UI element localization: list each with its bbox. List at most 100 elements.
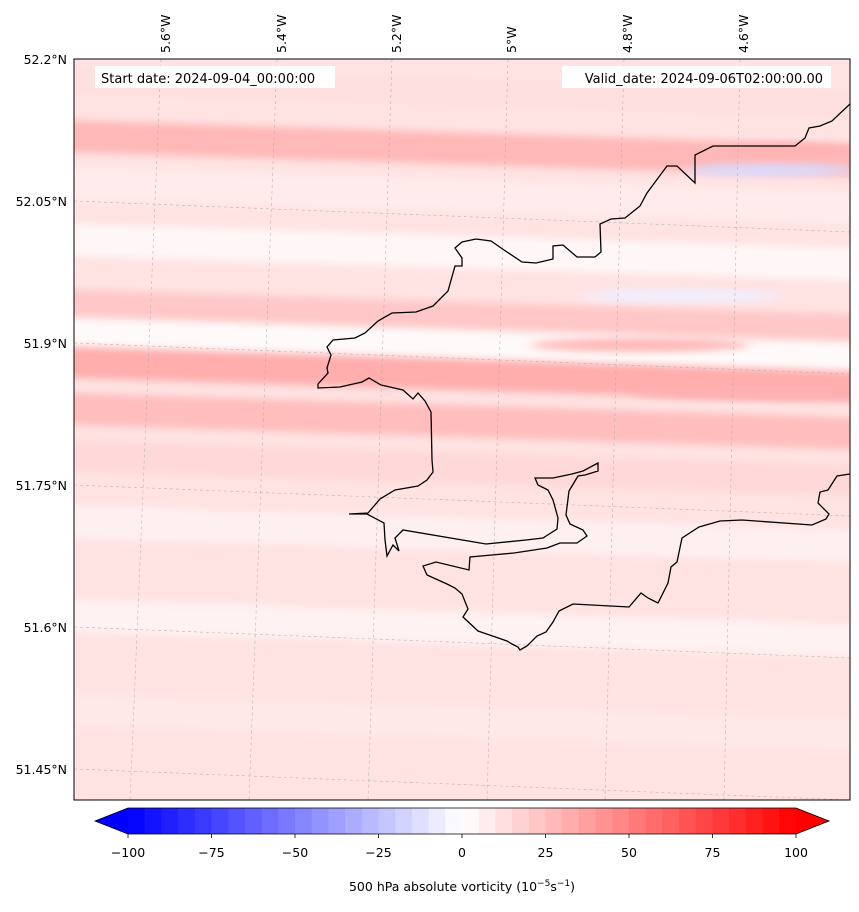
- colorbar-cell: [629, 808, 647, 834]
- cb-tick-label: −25: [365, 845, 391, 860]
- colorbar-tick-labels: −100 −75 −50 −25 0 25 50 75 100: [111, 845, 808, 860]
- colorbar-cell: [345, 808, 363, 834]
- colorbar-extend-high: [796, 808, 829, 834]
- start-date-box: [95, 66, 335, 88]
- colorbar-cell: [662, 808, 680, 834]
- colorbar-cell: [261, 808, 279, 834]
- colorbar-cell: [395, 808, 413, 834]
- colorbar-cell: [528, 808, 547, 834]
- cb-tick-label: 100: [784, 845, 808, 860]
- colorbar-cell: [462, 808, 480, 834]
- map-frame: [73, 58, 851, 801]
- colorbar-extend-low: [95, 808, 128, 834]
- colorbar-cell: [278, 808, 296, 834]
- colorbar-ticks: [127, 834, 797, 838]
- colorbar-cell: [478, 808, 496, 834]
- vorticity-band: [74, 316, 850, 376]
- colorbar: −100 −75 −50 −25 0 25 50 75 100 500 hPa …: [93, 807, 831, 894]
- colorbar-cell: [495, 808, 513, 834]
- colorbar-cell: [729, 808, 747, 834]
- lat-label: 52.2°N: [24, 52, 67, 67]
- colorbar-cell: [211, 808, 229, 834]
- vorticity-band: [74, 692, 850, 752]
- colorbar-cell: [128, 808, 146, 834]
- vorticity-band: [74, 119, 850, 179]
- cb-tick-label: 0: [458, 845, 466, 860]
- colorbar-label-prefix: 500 hPa absolute vorticity (10: [349, 879, 537, 894]
- colorbar-label-exp1: −5: [537, 879, 550, 889]
- colorbar-label-mid: s: [550, 879, 557, 894]
- colorbar-cell: [361, 808, 380, 834]
- valid-date-text: Valid_date: 2024-09-06T02:00:00.00: [585, 72, 823, 87]
- lon-label: 5.4°W: [274, 15, 289, 54]
- colorbar-cell: [445, 808, 463, 834]
- colorbar-cell: [679, 808, 697, 834]
- negative-vorticity-streak: [685, 164, 850, 176]
- vorticity-band: [74, 288, 850, 348]
- colorbar-cell: [194, 808, 213, 834]
- colorbar-cell: [578, 808, 597, 834]
- lat-label: 51.45°N: [16, 762, 67, 777]
- longitude-labels: 5.6°W 5.4°W 5.2°W 5°W 4.8°W 4.6°W: [158, 15, 751, 54]
- graticule: [74, 59, 850, 800]
- start-date-text: Start date: 2024-09-04_00:00:00: [101, 72, 315, 87]
- colorbar-cell: [144, 808, 162, 834]
- latitude-labels: 52.2°N 52.05°N 51.9°N 51.75°N 51.6°N 51.…: [16, 52, 67, 777]
- vorticity-band: [74, 222, 850, 282]
- vorticity-band: [74, 391, 850, 451]
- colorbar-cell: [328, 808, 346, 834]
- colorbar-cell: [762, 808, 780, 834]
- vorticity-band: [74, 739, 850, 799]
- colorbar-cell: [161, 808, 179, 834]
- lon-label: 5.2°W: [389, 15, 404, 54]
- colorbar-cell: [411, 808, 430, 834]
- cb-tick-label: 25: [538, 845, 554, 860]
- colorbar-cell: [512, 808, 530, 834]
- colorbar-cell: [311, 808, 329, 834]
- lon-label: 5°W: [504, 26, 519, 53]
- valid-date-box: [562, 66, 831, 88]
- vorticity-band: [74, 598, 850, 658]
- colorbar-cell: [562, 808, 580, 834]
- positive-vorticity-core-3: [630, 385, 850, 399]
- vorticity-bands: [74, 62, 850, 799]
- colorbar-label-exp2: −1: [557, 879, 570, 889]
- cb-tick-label: 75: [705, 845, 721, 860]
- cb-tick-label: −75: [198, 845, 224, 860]
- colorbar-cell: [695, 808, 714, 834]
- coastline: [317, 103, 850, 651]
- negative-vorticity-streak-2: [580, 290, 780, 302]
- lon-label: 4.8°W: [620, 15, 635, 54]
- vorticity-band: [74, 504, 850, 564]
- lat-label: 51.75°N: [16, 478, 67, 493]
- colorbar-cell: [428, 808, 446, 834]
- colorbar-cell: [378, 808, 396, 834]
- colorbar-cell: [228, 808, 246, 834]
- colorbar-cell: [779, 808, 797, 834]
- colorbar-cell: [612, 808, 630, 834]
- positive-vorticity-core: [720, 143, 850, 157]
- lat-label: 51.9°N: [24, 336, 67, 351]
- colorbar-cell: [712, 808, 730, 834]
- map-area[interactable]: [40, 59, 859, 800]
- cb-tick-label: −50: [282, 845, 308, 860]
- colorbar-label: 500 hPa absolute vorticity (10−5s−1): [349, 879, 575, 894]
- colorbar-cell: [244, 808, 263, 834]
- lon-label: 5.6°W: [158, 15, 173, 54]
- cb-tick-label: −100: [111, 845, 145, 860]
- colorbar-cell: [645, 808, 663, 834]
- colorbar-cell: [745, 808, 764, 834]
- cb-tick-label: 50: [621, 845, 637, 860]
- positive-vorticity-core-2: [530, 338, 750, 352]
- colorbar-label-suffix: ): [570, 879, 575, 894]
- colorbar-cell: [545, 808, 563, 834]
- colorbar-cell: [295, 808, 313, 834]
- vorticity-band: [74, 438, 850, 498]
- vorticity-band: [74, 166, 850, 226]
- lat-label: 52.05°N: [16, 194, 67, 209]
- colorbar-cell: [178, 808, 196, 834]
- meridian-5.6W: [129, 59, 162, 800]
- lat-label: 51.6°N: [24, 620, 67, 635]
- colorbar-cell: [595, 808, 613, 834]
